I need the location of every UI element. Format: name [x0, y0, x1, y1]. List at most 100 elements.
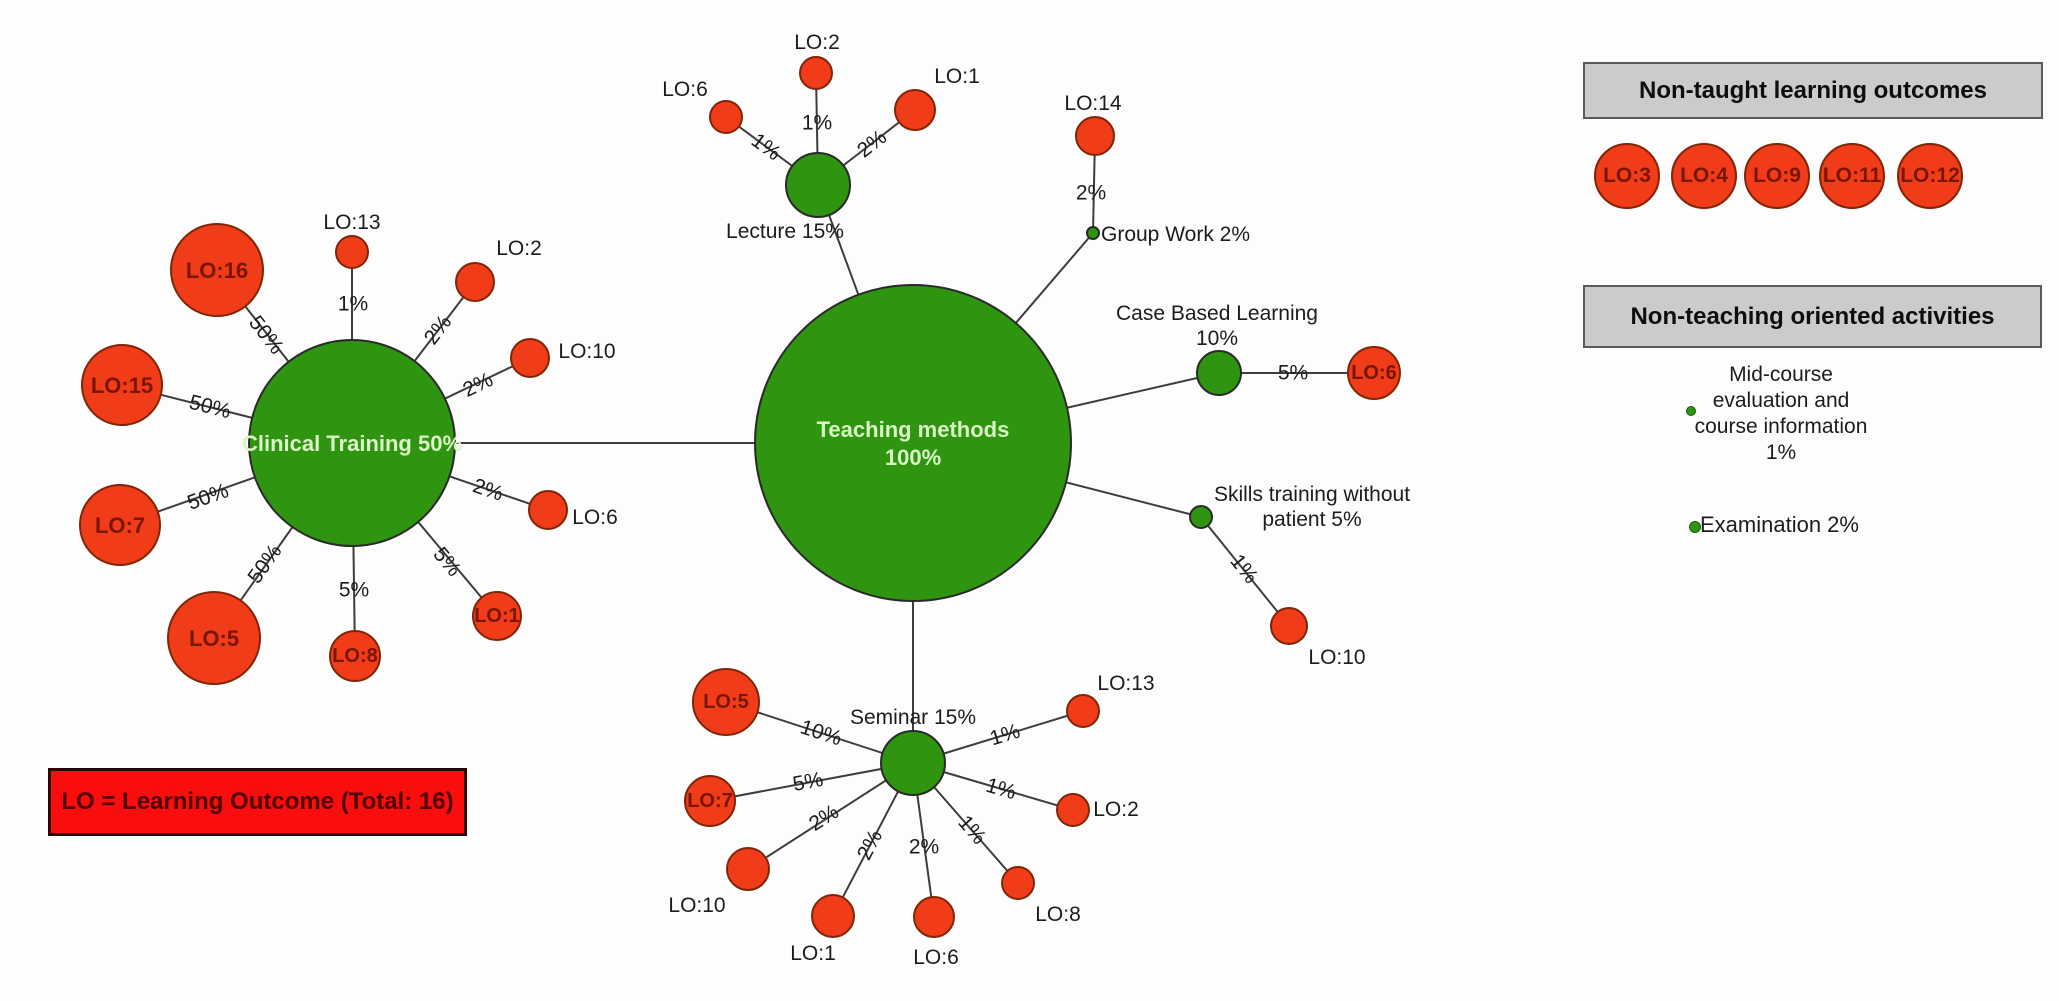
node-cbl [1196, 350, 1242, 396]
edge-label: 2% [853, 126, 891, 163]
node-label-m8: LO:8 [1035, 903, 1081, 926]
node-l6 [709, 100, 743, 134]
node-label-c8: LO:8 [332, 645, 378, 667]
node-label-c2: LO:2 [496, 237, 542, 260]
edge-label: 1% [338, 293, 368, 316]
non-taught-lo-circle: LO:11 [1819, 143, 1885, 209]
edge-label: 50% [184, 479, 231, 515]
non-taught-lo-circle: LO:4 [1671, 143, 1737, 209]
edge-label: 50% [243, 540, 286, 588]
node-clinical [248, 339, 456, 547]
node-label-c7: LO:7 [95, 513, 145, 538]
edge-label: 2% [420, 311, 457, 349]
lo-circle-label: LO:12 [1900, 164, 1960, 187]
node-m8 [1001, 866, 1035, 900]
node-label-m2: LO:2 [1093, 798, 1139, 821]
lo-circle-label: LO:4 [1680, 164, 1728, 187]
node-label-c13: LO:13 [323, 211, 380, 234]
node-label-l1: LO:1 [934, 65, 980, 88]
non-taught-lo-circle: LO:9 [1744, 143, 1810, 209]
edge-label: 5% [1278, 362, 1308, 385]
node-label-l6: LO:6 [662, 78, 708, 101]
node-label-lecture: Lecture 15% [726, 220, 844, 243]
node-label-seminar: Seminar 15% [850, 706, 976, 729]
node-l2 [799, 56, 833, 90]
edge-label: 5% [791, 768, 825, 796]
node-m2 [1056, 793, 1090, 827]
node-label-m10: LO:10 [668, 894, 725, 917]
edge-label: 10% [797, 716, 844, 751]
node-c13 [335, 235, 369, 269]
node-label-m7: LO:7 [687, 790, 733, 812]
node-c15 [81, 344, 163, 426]
midcourse-line: 1% [1765, 441, 1797, 464]
edge-label: 1% [747, 129, 785, 166]
edge-label: 2% [459, 368, 496, 402]
node-c2 [455, 262, 495, 302]
edge-label: 1% [802, 112, 832, 135]
legend-box: LO = Learning Outcome (Total: 16) [48, 768, 467, 836]
node-label-c5: LO:5 [189, 626, 239, 651]
node-label-l2: LO:2 [794, 31, 840, 54]
node-m1 [811, 894, 855, 938]
node-label-m13: LO:13 [1097, 672, 1154, 695]
lo-circle-label: LO:11 [1822, 164, 1882, 187]
node-label-cbl: Case Based Learning 10% [1116, 302, 1318, 350]
node-c7 [79, 484, 161, 566]
node-c16 [170, 223, 264, 317]
node-label-teaching: Teaching methods 100% [817, 417, 1010, 470]
node-c1 [472, 591, 522, 641]
node-label-g14: LO:14 [1064, 92, 1122, 115]
lo-circle-label: LO:3 [1603, 164, 1651, 187]
node-b6 [1347, 346, 1401, 400]
edge-label: 2% [853, 826, 887, 864]
midcourse-dot-icon [1686, 406, 1696, 416]
node-lecture [785, 152, 851, 218]
node-label-c15: LO:15 [91, 373, 153, 398]
node-label-c6: LO:6 [572, 506, 618, 529]
edge-skills-s10 [1200, 516, 1290, 627]
edge-label: 1% [987, 720, 1023, 751]
node-label-m1: LO:1 [790, 942, 836, 965]
node-label-c1: LO:1 [474, 605, 520, 627]
edge-label: 2% [805, 800, 843, 836]
node-c6 [528, 490, 568, 530]
edge-label: 2% [909, 836, 939, 859]
node-seminar [880, 730, 946, 796]
edge-label: 50% [187, 391, 233, 424]
node-teaching [754, 284, 1072, 602]
node-m7 [684, 775, 736, 827]
node-m13 [1066, 694, 1100, 728]
midcourse-label: Mid-course evaluation and course informa… [1661, 362, 1901, 466]
node-skills [1189, 505, 1213, 529]
examination-label: Examination 2% [1700, 512, 1859, 537]
node-label-b6: LO:6 [1351, 362, 1397, 384]
node-label-groupwork: Group Work 2% [1101, 223, 1250, 246]
non-teaching-panel-title: Non-teaching oriented activities [1583, 285, 2042, 348]
node-m5 [692, 668, 760, 736]
edge-label: 2% [470, 474, 506, 506]
non-taught-lo-circle: LO:12 [1897, 143, 1963, 209]
lo-circle-label: LO:9 [1753, 164, 1801, 187]
node-m10 [726, 847, 770, 891]
edge-label: 5% [339, 579, 369, 602]
edge-label: 1% [983, 774, 1019, 805]
node-m6 [913, 896, 955, 938]
node-label-skills: Skills training without patient 5% [1214, 483, 1410, 531]
edge-seminar-m7 [709, 762, 914, 802]
examination-dot-icon [1689, 521, 1701, 533]
node-s10 [1270, 607, 1308, 645]
non-taught-lo-circle: LO:3 [1594, 143, 1660, 209]
node-label-c10: LO:10 [558, 340, 615, 363]
non-taught-title-text: Non-taught learning outcomes [1639, 76, 1987, 104]
midcourse-line: Mid-course [1729, 363, 1833, 386]
node-label-m6: LO:6 [913, 946, 959, 969]
edge-label: 5% [428, 543, 465, 581]
non-teaching-title-text: Non-teaching oriented activities [1630, 302, 1995, 330]
node-label-c16: LO:16 [186, 258, 248, 283]
node-groupwork [1086, 226, 1100, 240]
legend-text: LO = Learning Outcome (Total: 16) [61, 788, 454, 815]
node-label-m5: LO:5 [703, 691, 749, 713]
